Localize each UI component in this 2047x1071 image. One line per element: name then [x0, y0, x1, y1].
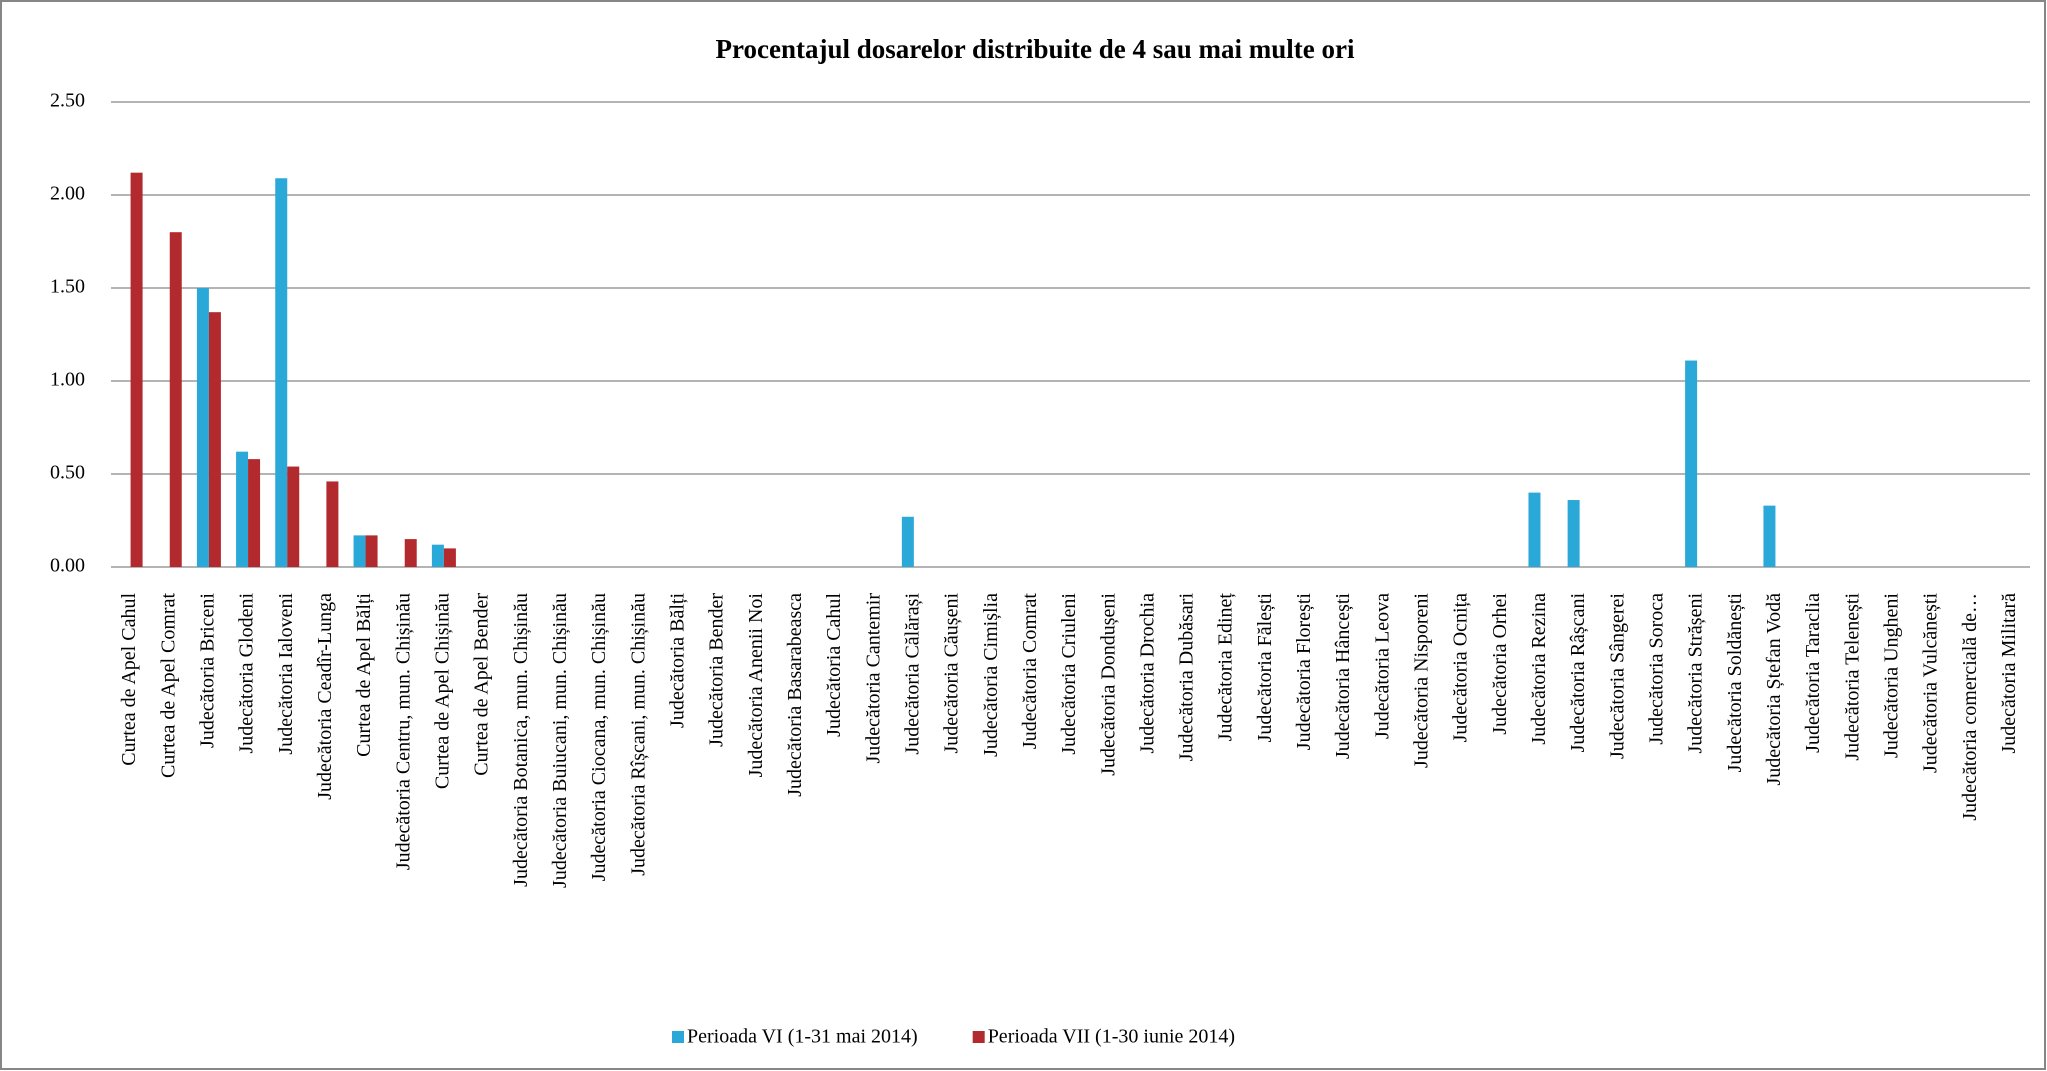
x-tick-label: Judecătoria Telenești: [1841, 593, 1863, 761]
x-tick-label: Judecătoria Vulcănești: [1920, 593, 1942, 773]
x-tick-label: Judecătoria Nisporeni: [1411, 593, 1433, 768]
x-tick-label: Judecătoria Râșcani: [1567, 593, 1589, 753]
x-tick-label: Judecătoria Bălți: [666, 593, 688, 728]
x-tick-label: Judecătoria Ciocana, mun. Chișinău: [588, 593, 610, 881]
x-tick-label: Judecătoria Botanica, mun. Chișinău: [510, 593, 532, 887]
x-tick-label: Curtea de Apel Bălți: [353, 593, 375, 757]
bar: [287, 466, 300, 567]
x-tick-label: Judecătoria Anenii Noi: [745, 593, 767, 778]
chart-title: Procentajul dosarelor distribuite de 4 s…: [716, 34, 1355, 64]
bar: [208, 312, 221, 567]
y-tick-label: 2.00: [50, 183, 85, 205]
x-tick-label: Judecătoria Cantemir: [862, 593, 884, 764]
x-tick-label: Judecătoria Leova: [1371, 593, 1393, 739]
x-tick-label: Curtea de Apel Bender: [471, 593, 493, 776]
x-tick-label: Judecătoria Dondușeni: [1097, 593, 1119, 776]
bar: [248, 459, 261, 567]
x-tick-label: Judecătoria Edineț: [1215, 593, 1237, 742]
x-tick-label: Judecătoria Ștefan Vodă: [1763, 593, 1785, 786]
bar: [404, 539, 417, 567]
x-tick-label: Judecătoria Fălești: [1254, 593, 1276, 743]
x-tick-label: Judecătoria Buiucani, mun. Chișinău: [549, 593, 571, 888]
bar: [196, 288, 209, 567]
x-tick-label: Judecătoria Militară: [1998, 593, 2020, 754]
legend-swatch: [972, 1031, 985, 1043]
bar: [1763, 505, 1776, 567]
x-tick-label: Judecătoria Călărași: [901, 593, 923, 755]
x-tick-label: Judecătoria Hâncești: [1332, 593, 1354, 759]
bar: [1528, 492, 1541, 567]
x-tick-label: Judecătoria Dubăsari: [1176, 593, 1198, 762]
y-tick-label: 1.50: [50, 276, 85, 298]
x-tick-label: Judecătoria Rîșcani, mun. Chișinău: [627, 593, 649, 876]
x-tick-label: Judecătoria Cimișlia: [980, 593, 1002, 757]
x-tick-label: Judecătoria Rezina: [1528, 593, 1550, 745]
y-tick-label: 1.00: [50, 369, 85, 391]
x-tick-label: Judecătoria Taraclia: [1802, 593, 1824, 753]
bar: [901, 516, 914, 567]
bar: [275, 178, 288, 567]
x-tick-label: Judecătoria Basarabeasca: [784, 593, 806, 797]
x-tick-label: Judecătoria Cahul: [823, 593, 845, 737]
y-tick-label: 2.50: [50, 90, 85, 112]
bar: [236, 451, 249, 567]
x-tick-label: Judecătoria comercială de…: [1959, 593, 1981, 821]
x-tick-label: Curtea de Apel Cahul: [118, 593, 140, 766]
x-tick-label: Judecătoria Glodeni: [236, 593, 258, 754]
x-tick-label: Judecătoria Bender: [706, 593, 728, 747]
bar: [326, 481, 339, 567]
x-tick-label: Curtea de Apel Comrat: [157, 593, 179, 778]
x-tick-label: Judecătoria Ceadîr-Lunga: [314, 593, 336, 800]
bar: [365, 535, 378, 567]
x-tick-label: Judecătoria Comrat: [1019, 593, 1041, 749]
x-tick-label: Judecătoria Căușeni: [941, 593, 963, 754]
x-tick-label: Judecătoria Orhei: [1489, 593, 1511, 735]
y-tick-label: 0.00: [50, 555, 85, 577]
x-tick-label: Judecătoria Florești: [1293, 593, 1315, 751]
bar: [443, 548, 456, 567]
x-tick-label: Judecătoria Strășeni: [1685, 593, 1707, 754]
bar: [1685, 360, 1698, 567]
x-tick-label: Judecătoria Soroca: [1646, 593, 1668, 745]
x-tick-label: Judecătoria Criuleni: [1058, 593, 1080, 755]
legend-swatch: [672, 1031, 684, 1043]
bar: [130, 172, 143, 567]
x-tick-label: Judecătoria Ungheni: [1881, 593, 1903, 758]
bar: [1567, 500, 1580, 567]
x-tick-label: Curtea de Apel Chișinău: [431, 593, 453, 789]
legend-label: Perioada VI (1-31 mai 2014): [687, 1026, 918, 1048]
x-tick-label: Judecătoria Briceni: [197, 593, 219, 748]
x-tick-label: Judecătoria Ialoveni: [275, 593, 297, 755]
bar: [431, 544, 444, 567]
x-tick-label: Judecătoria Ocnița: [1450, 593, 1472, 742]
bar: [169, 232, 182, 567]
legend-label: Perioada VII (1-30 iunie 2014): [988, 1026, 1235, 1048]
x-tick-label: Judecătoria Drochia: [1136, 593, 1158, 754]
y-tick-label: 0.50: [50, 462, 85, 484]
x-tick-label: Judecătoria Soldănești: [1724, 593, 1746, 773]
x-tick-label: Judecătoria Centru, mun. Chișinău: [392, 593, 414, 870]
bar: [353, 535, 366, 567]
x-tick-label: Judecătoria Sângerei: [1606, 593, 1628, 759]
